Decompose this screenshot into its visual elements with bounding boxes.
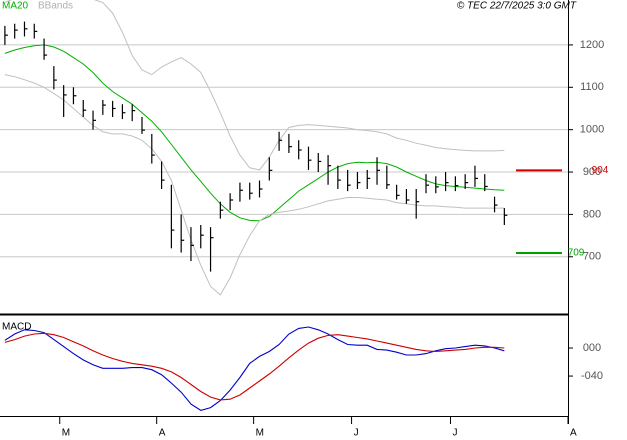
y-tick-label: -040 <box>581 370 603 382</box>
price-plot <box>0 0 568 296</box>
legend-ma20: MA20 <box>2 1 29 12</box>
legend-bbands: BBands <box>38 1 73 12</box>
y-tick-label: 000 <box>583 342 601 354</box>
x-tick-label: J <box>452 428 457 439</box>
macd-line <box>4 326 505 411</box>
y-tick-label: 1000 <box>580 124 604 136</box>
y-tick-label: 1100 <box>580 81 604 93</box>
y-tick-label: 700 <box>583 251 601 263</box>
x-tick-label: A <box>570 428 577 439</box>
x-tick-label: J <box>354 428 359 439</box>
macd-line <box>4 332 505 401</box>
y-tick-label: 1200 <box>580 39 604 51</box>
macd-plot <box>4 326 505 411</box>
y-tick-label: 900 <box>583 166 601 178</box>
chart-title: © TEC 22/7/2025 3:0 GMT <box>457 1 577 12</box>
band-upper <box>4 0 505 171</box>
macd-title: MACD <box>2 322 31 333</box>
axes: MA20 BBands © TEC 22/7/2025 3:0 GMT MACD… <box>0 0 609 439</box>
ma-line <box>4 44 505 222</box>
x-tick-label: M <box>256 428 264 439</box>
level-label: 904 <box>592 165 609 176</box>
level-label: 709 <box>568 248 585 259</box>
band-lower <box>4 74 505 296</box>
x-tick-label: A <box>159 428 166 439</box>
x-tick-label: M <box>62 428 70 439</box>
y-tick-label: 800 <box>583 208 601 220</box>
